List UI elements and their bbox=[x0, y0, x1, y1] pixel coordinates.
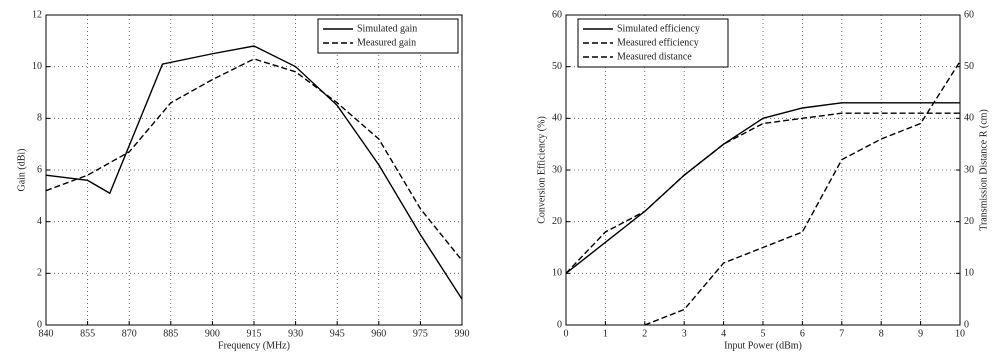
y2-tick-label: 60 bbox=[964, 9, 974, 20]
plot-frame bbox=[565, 14, 961, 326]
y-axis-label: Conversion Efficiency (%) bbox=[536, 116, 547, 224]
x-tick-label: 885 bbox=[163, 328, 178, 339]
y-tick-label: 20 bbox=[552, 216, 562, 227]
series-line bbox=[565, 102, 960, 274]
x-tick-label: 0 bbox=[564, 328, 569, 339]
x-axis-label: Input Power (dBm) bbox=[724, 340, 802, 351]
legend-label: Measured distance bbox=[617, 51, 692, 62]
y-tick-label: 30 bbox=[552, 164, 562, 175]
x-tick-label: 915 bbox=[247, 328, 262, 339]
x-tick-label: 900 bbox=[205, 328, 220, 339]
y2-tick-label: 10 bbox=[964, 268, 974, 279]
y-tick-label: 0 bbox=[37, 319, 42, 330]
y2-tick-label: 40 bbox=[964, 113, 974, 124]
x-tick-label: 5 bbox=[761, 328, 766, 339]
y-tick-label: 12 bbox=[32, 9, 42, 20]
x-tick-label: 6 bbox=[800, 328, 805, 339]
x-axis-label: Frequency (MHz) bbox=[218, 340, 290, 351]
y-tick-label: 50 bbox=[552, 61, 562, 72]
x-tick-label: 8 bbox=[879, 328, 884, 339]
x-tick-label: 840 bbox=[39, 328, 54, 339]
series-line bbox=[45, 58, 463, 261]
x-tick-label: 990 bbox=[455, 328, 470, 339]
y-tick-label: 4 bbox=[37, 216, 42, 227]
series-line bbox=[644, 61, 961, 326]
legend-label: Measured efficiency bbox=[617, 37, 699, 48]
y-tick-label: 10 bbox=[32, 61, 42, 72]
plot-frame bbox=[45, 14, 463, 326]
y-tick-label: 6 bbox=[37, 164, 42, 175]
x-tick-label: 2 bbox=[642, 328, 647, 339]
y2-tick-label: 20 bbox=[964, 216, 974, 227]
legend-label: Measured gain bbox=[357, 37, 416, 48]
x-tick-label: 3 bbox=[682, 328, 687, 339]
legend-label: Simulated efficiency bbox=[617, 23, 700, 34]
x-tick-label: 10 bbox=[955, 328, 965, 339]
y-tick-label: 60 bbox=[552, 9, 562, 20]
x-tick-label: 960 bbox=[371, 328, 386, 339]
y-tick-label: 40 bbox=[552, 113, 562, 124]
y-tick-label: 2 bbox=[37, 268, 42, 279]
y-tick-label: 8 bbox=[37, 113, 42, 124]
y2-axis-label: Transmission Distance R (cm) bbox=[978, 109, 989, 231]
x-tick-label: 945 bbox=[330, 328, 345, 339]
y2-tick-label: 30 bbox=[964, 164, 974, 175]
legend-label: Simulated gain bbox=[357, 23, 417, 34]
y-axis-label: Gain (dBi) bbox=[16, 148, 27, 191]
x-tick-label: 870 bbox=[122, 328, 137, 339]
x-tick-label: 1 bbox=[603, 328, 608, 339]
x-tick-label: 975 bbox=[413, 328, 428, 339]
series-line bbox=[565, 112, 960, 274]
y2-tick-label: 0 bbox=[964, 319, 969, 330]
x-tick-label: 9 bbox=[918, 328, 923, 339]
legend-box bbox=[317, 18, 459, 54]
x-tick-label: 4 bbox=[721, 328, 726, 339]
x-tick-label: 855 bbox=[80, 328, 95, 339]
series-line bbox=[45, 45, 463, 300]
y-tick-label: 0 bbox=[557, 319, 562, 330]
y-tick-label: 10 bbox=[552, 268, 562, 279]
y2-tick-label: 50 bbox=[964, 61, 974, 72]
x-tick-label: 930 bbox=[288, 328, 303, 339]
x-tick-label: 7 bbox=[839, 328, 844, 339]
